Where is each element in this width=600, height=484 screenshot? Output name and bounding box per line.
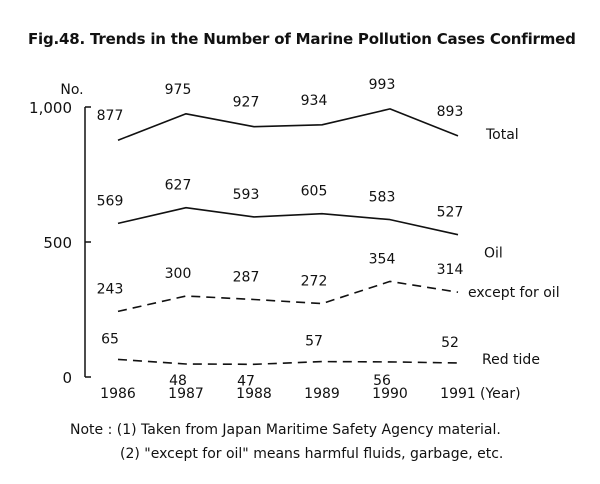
data-label: 927 xyxy=(233,95,260,111)
series-line-total xyxy=(117,108,459,141)
series-line-oil xyxy=(117,206,459,236)
x-tick-label: 1991 xyxy=(440,386,476,402)
data-label: 243 xyxy=(97,281,124,297)
data-label: 877 xyxy=(97,108,124,124)
data-label: 57 xyxy=(305,334,323,350)
data-label: 593 xyxy=(233,187,260,203)
series-label: Red tide xyxy=(482,352,540,368)
x-tick-label: 1988 xyxy=(236,386,272,402)
chart-title: Fig.48. Trends in the Number of Marine P… xyxy=(28,30,576,48)
x-tick-label: 1990 xyxy=(372,386,408,402)
y-tick-label: 0 xyxy=(62,369,72,387)
data-label: 65 xyxy=(101,331,119,347)
data-label: 583 xyxy=(369,190,396,206)
data-label: 272 xyxy=(301,274,328,290)
data-label: 975 xyxy=(165,82,192,98)
data-label: 527 xyxy=(437,205,464,221)
data-label: 314 xyxy=(437,262,464,278)
data-label: 287 xyxy=(233,270,260,286)
y-tick-label: 500 xyxy=(43,234,72,252)
series-label: Oil xyxy=(484,246,503,262)
data-label: 48 xyxy=(169,373,187,389)
x-tick-label: 1987 xyxy=(168,386,204,402)
data-label: 56 xyxy=(373,373,391,389)
series-line-red-tide xyxy=(117,358,459,366)
series-line-except-for-oil xyxy=(117,280,459,313)
data-label: 934 xyxy=(301,93,328,109)
y-axis-label: No. xyxy=(60,82,83,98)
data-label: 300 xyxy=(165,266,192,282)
note-2: (2) "except for oil" means harmful fluid… xyxy=(120,446,504,462)
data-label: 627 xyxy=(165,178,192,194)
x-tick-label: 1989 xyxy=(304,386,340,402)
data-label: 569 xyxy=(97,193,124,209)
x-tick-label: 1986 xyxy=(100,386,136,402)
note-1: Note : (1) Taken from Japan Maritime Saf… xyxy=(70,422,501,438)
data-label: 52 xyxy=(441,335,459,351)
y-tick-label: 1,000 xyxy=(29,99,72,117)
data-label: 993 xyxy=(369,77,396,93)
x-axis-label: (Year) xyxy=(480,386,521,402)
series-label: except for oil xyxy=(468,285,560,301)
data-label: 47 xyxy=(237,373,255,389)
series-label: Total xyxy=(485,127,519,143)
data-label: 354 xyxy=(369,251,396,267)
data-label: 605 xyxy=(301,184,328,200)
data-label: 893 xyxy=(437,104,464,120)
